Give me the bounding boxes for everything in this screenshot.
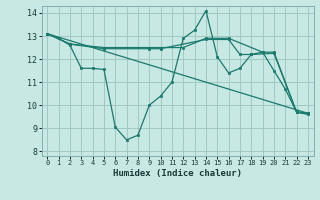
X-axis label: Humidex (Indice chaleur): Humidex (Indice chaleur) [113,169,242,178]
